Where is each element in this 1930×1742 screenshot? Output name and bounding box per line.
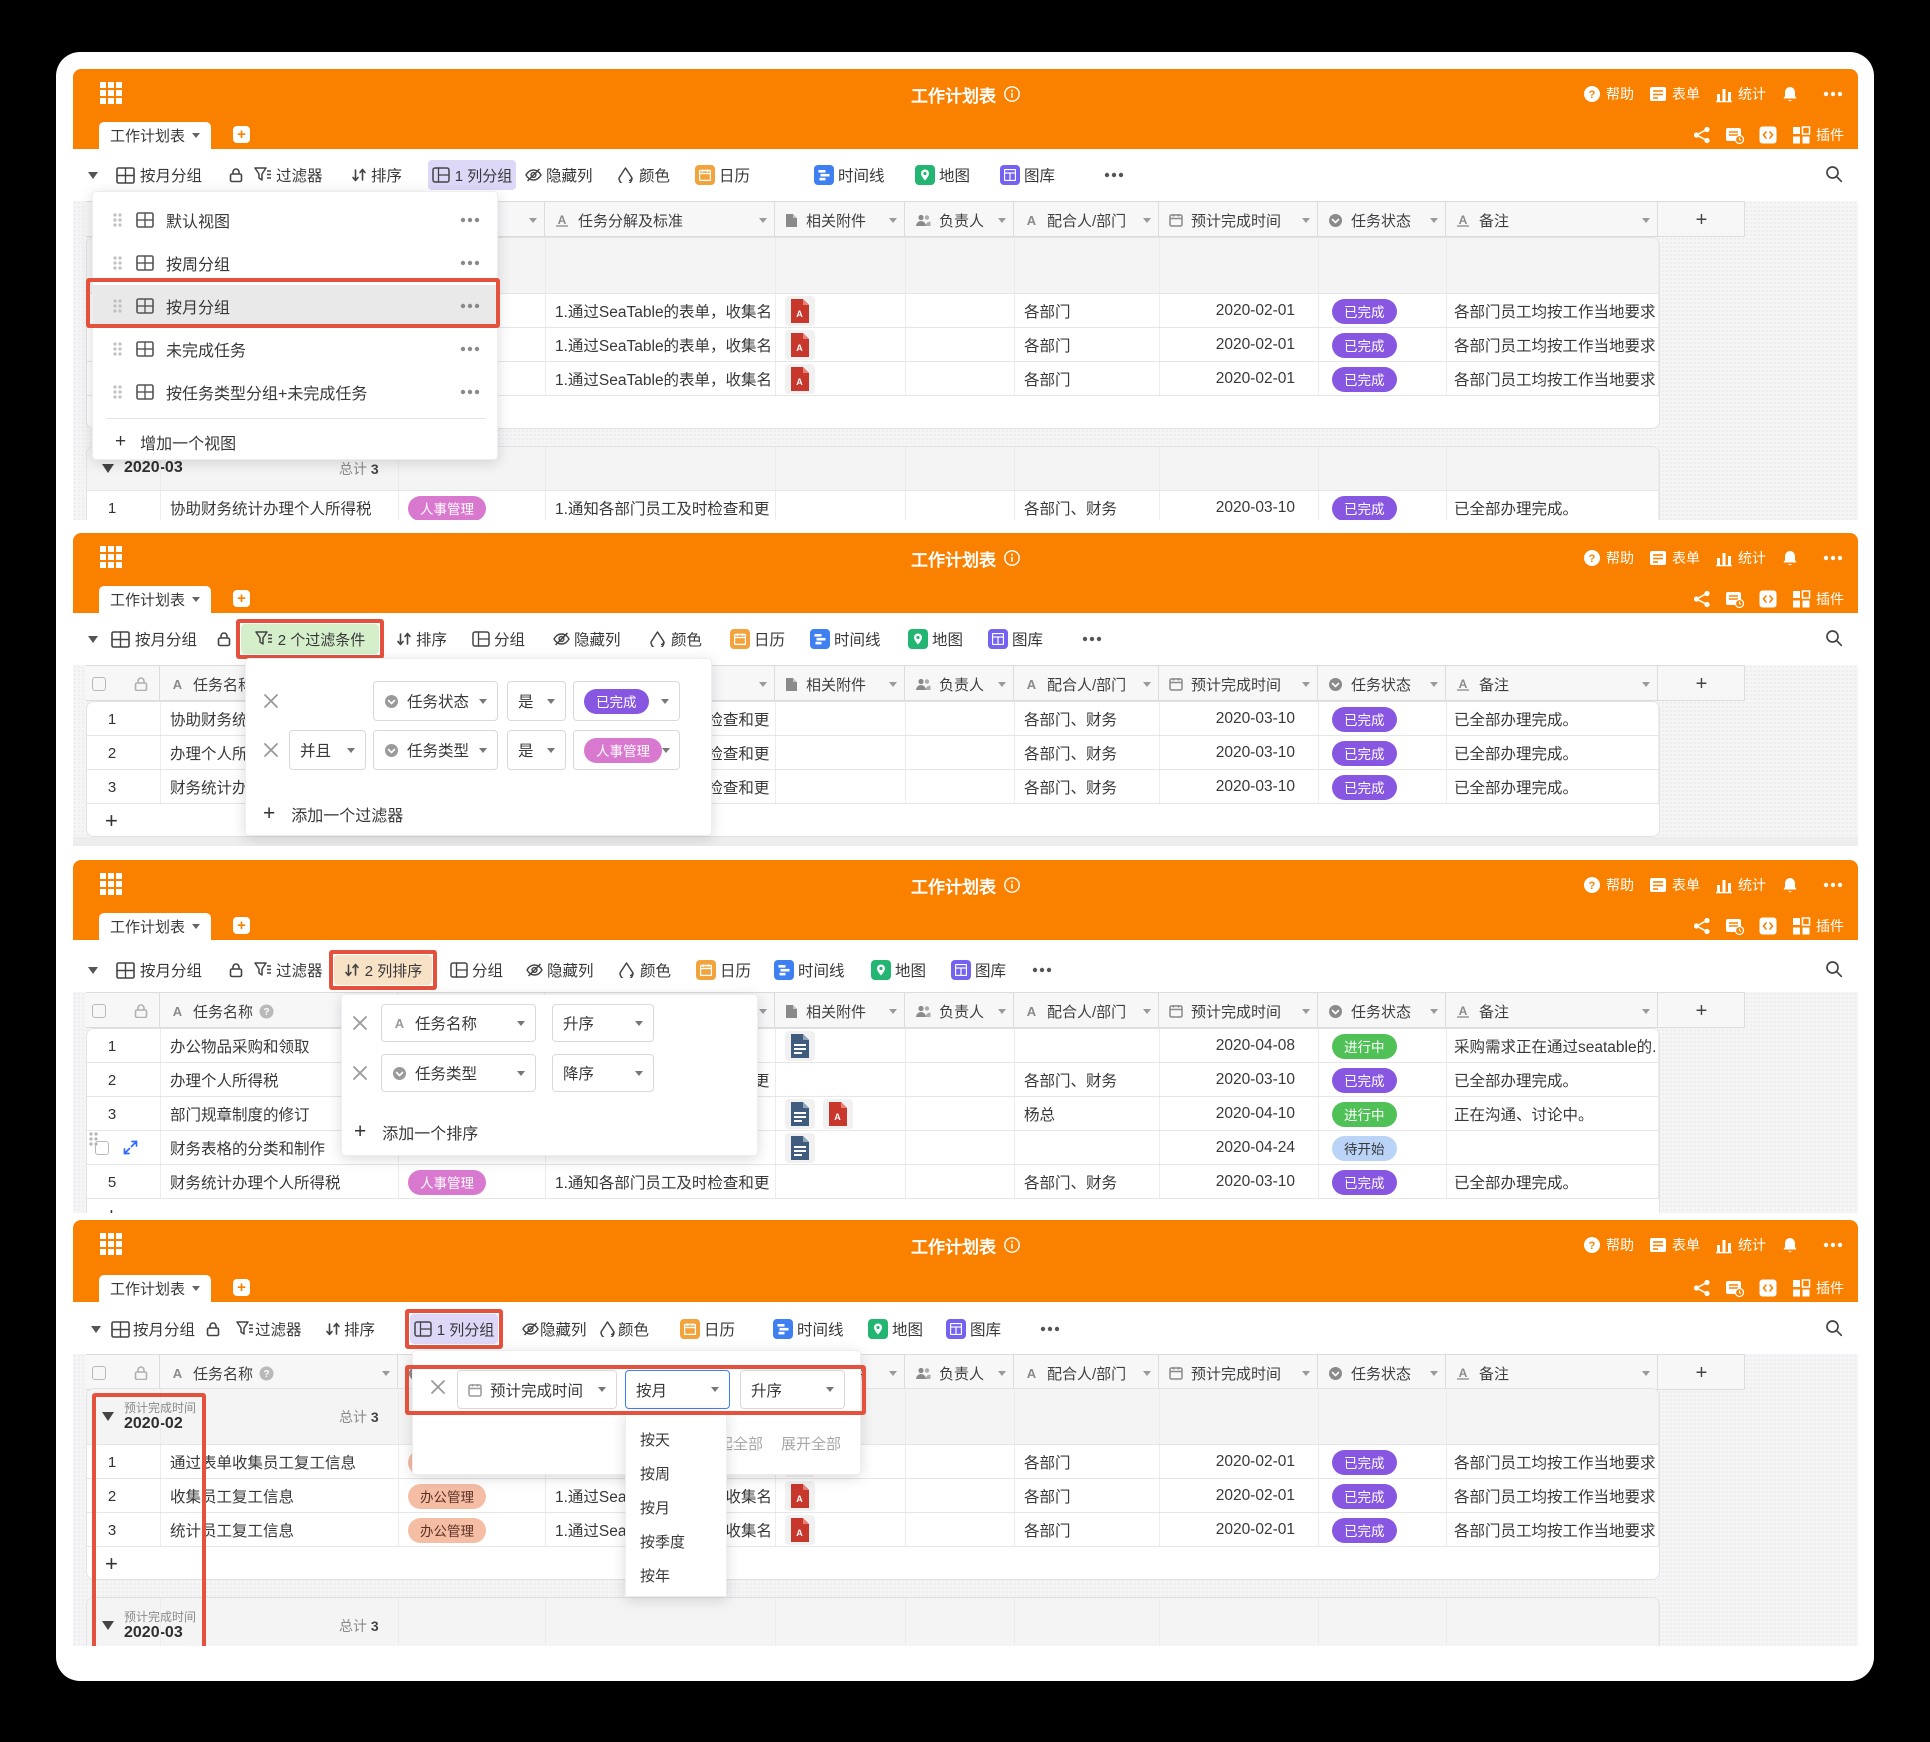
svg-text:A: A <box>173 1366 183 1380</box>
svg-text:A: A <box>1459 677 1468 691</box>
svg-text:A: A <box>1027 1004 1037 1018</box>
svg-text:A: A <box>796 1528 803 1538</box>
svg-text:?: ? <box>1589 1240 1596 1252</box>
svg-text:A: A <box>1459 213 1468 227</box>
svg-text:A: A <box>558 213 567 227</box>
svg-text:A: A <box>796 343 803 353</box>
svg-text:A: A <box>395 1016 405 1030</box>
svg-text:A: A <box>796 377 803 387</box>
svg-text:A: A <box>173 1004 183 1018</box>
svg-text:?: ? <box>1589 89 1596 101</box>
svg-text:A: A <box>796 309 803 319</box>
svg-text:A: A <box>1027 213 1037 227</box>
svg-text:A: A <box>173 677 183 691</box>
svg-text:A: A <box>1027 1366 1037 1380</box>
svg-text:A: A <box>796 1494 803 1504</box>
svg-text:?: ? <box>1589 880 1596 892</box>
svg-text:?: ? <box>263 1369 269 1380</box>
svg-text:A: A <box>1459 1004 1468 1018</box>
svg-text:?: ? <box>263 1007 269 1018</box>
svg-text:?: ? <box>1589 553 1596 565</box>
svg-text:A: A <box>1027 677 1037 691</box>
svg-text:A: A <box>1459 1366 1468 1380</box>
svg-text:A: A <box>834 1112 841 1122</box>
